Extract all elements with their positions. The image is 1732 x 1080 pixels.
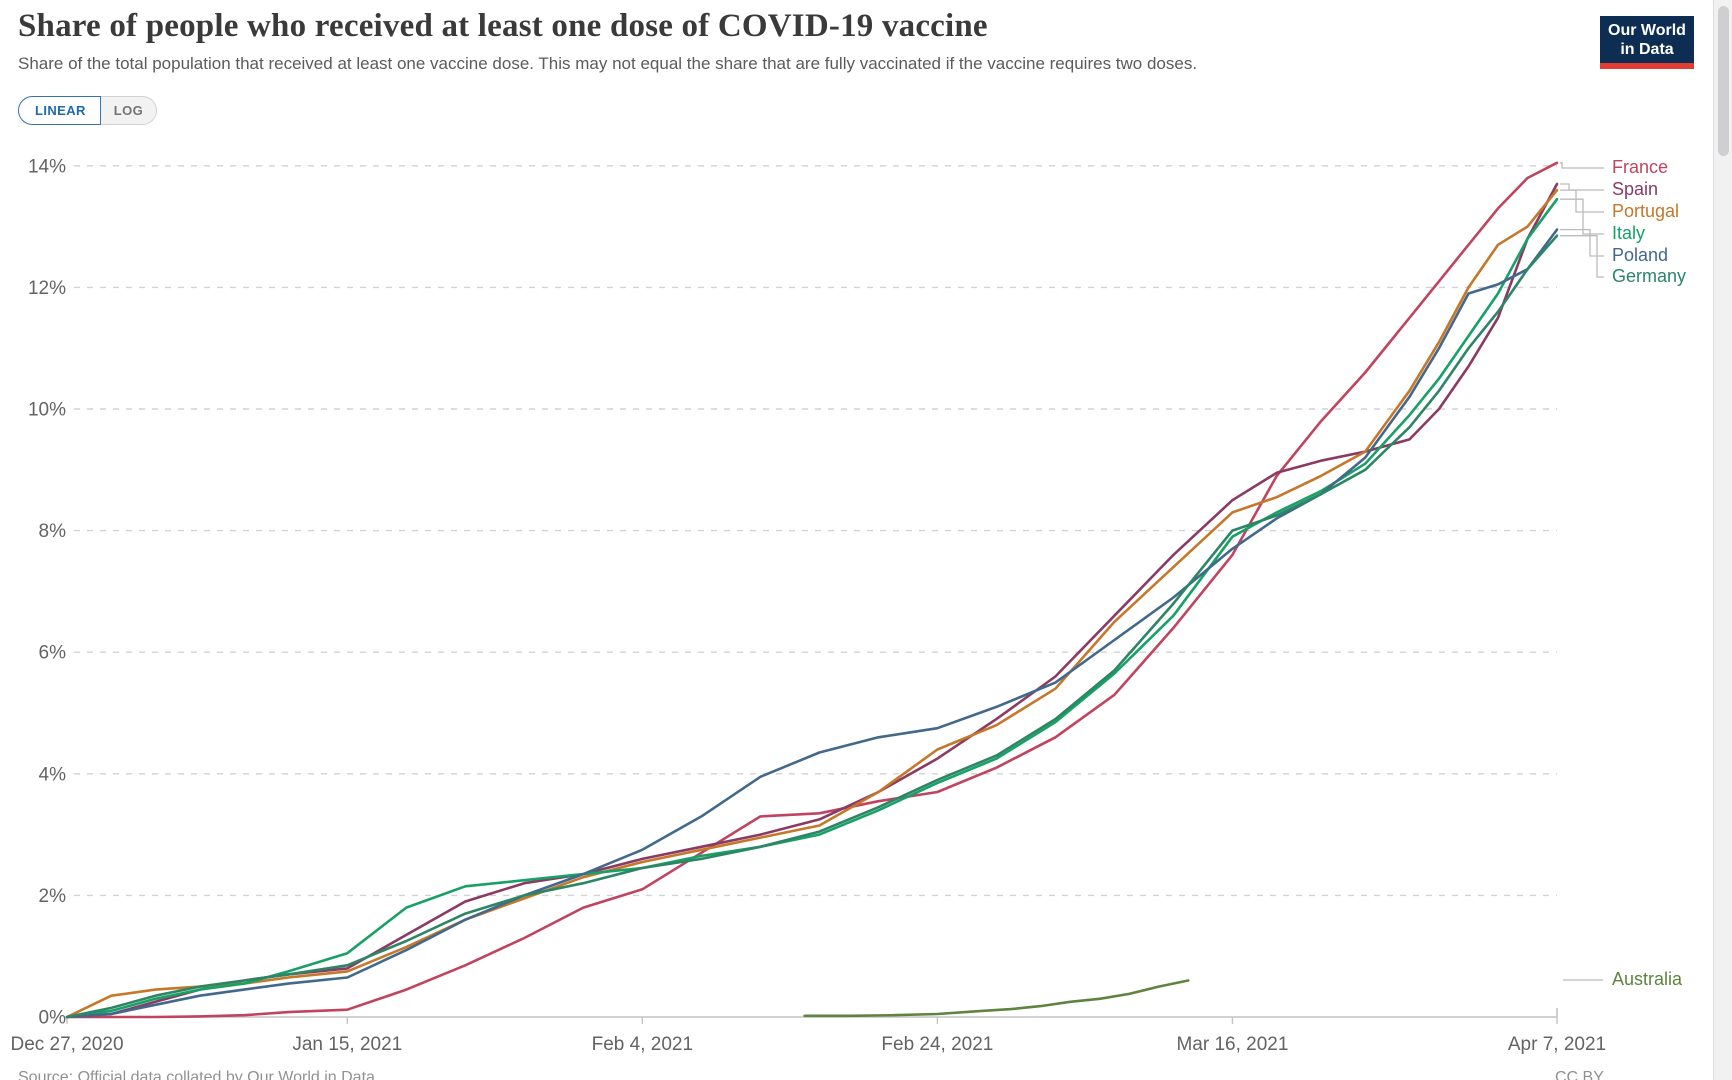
x-axis-label: Dec 27, 2020 bbox=[10, 1034, 123, 1055]
source-note: Source: Official data collated by Our Wo… bbox=[18, 1069, 375, 1080]
scrollbar-thumb[interactable] bbox=[1718, 6, 1729, 156]
license-note: CC BY bbox=[1555, 1069, 1604, 1080]
legend-label-germany[interactable]: Germany bbox=[1612, 266, 1687, 286]
logo-line1: Our World bbox=[1608, 22, 1686, 39]
legend-label-portugal[interactable]: Portugal bbox=[1612, 201, 1680, 221]
y-axis-label: 12% bbox=[28, 278, 66, 299]
x-axis-label: Mar 16, 2021 bbox=[1176, 1034, 1288, 1055]
linear-scale-button[interactable]: LINEAR bbox=[18, 96, 101, 125]
x-axis-label: Apr 7, 2021 bbox=[1508, 1034, 1606, 1055]
legend-connector-france bbox=[1560, 162, 1604, 169]
series-line-italy[interactable] bbox=[65, 197, 1559, 1019]
page-title: Share of people who received at least on… bbox=[18, 8, 988, 44]
y-axis-label: 0% bbox=[39, 1008, 67, 1029]
series-line-france[interactable] bbox=[65, 161, 1559, 1019]
log-scale-button[interactable]: LOG bbox=[100, 96, 158, 125]
legend-connector-italy bbox=[1560, 198, 1604, 235]
series-line-germany[interactable] bbox=[65, 234, 1559, 1019]
y-axis-label: 4% bbox=[39, 764, 67, 785]
legend-label-italy[interactable]: Italy bbox=[1612, 223, 1646, 243]
x-axis-label: Feb 4, 2021 bbox=[592, 1034, 693, 1055]
legend-label-poland[interactable]: Poland bbox=[1612, 245, 1669, 265]
series-line-australia[interactable] bbox=[803, 979, 1190, 1018]
our-world-in-data-logo: Our World in Data bbox=[1600, 16, 1694, 69]
logo-line2: in Data bbox=[1620, 41, 1674, 58]
x-axis-label: Jan 15, 2021 bbox=[292, 1034, 402, 1055]
y-axis-label: 2% bbox=[39, 886, 67, 907]
legend-label-spain[interactable]: Spain bbox=[1612, 179, 1659, 199]
y-axis-label: 14% bbox=[28, 156, 66, 177]
series-line-spain[interactable] bbox=[65, 182, 1559, 1019]
legend-connector-portugal bbox=[1560, 189, 1604, 213]
series-line-portugal[interactable] bbox=[65, 188, 1559, 1019]
y-axis-label: 8% bbox=[39, 521, 67, 542]
legend-connector-spain bbox=[1560, 183, 1604, 191]
legend-connector-germany bbox=[1560, 235, 1604, 278]
y-axis-label: 10% bbox=[28, 400, 66, 421]
y-axis-label: 6% bbox=[39, 643, 67, 664]
legend-label-australia[interactable]: Australia bbox=[1612, 969, 1683, 989]
legend-label-france[interactable]: France bbox=[1612, 157, 1669, 177]
series-line-poland[interactable] bbox=[65, 228, 1559, 1019]
scrollbar-track[interactable] bbox=[1713, 0, 1732, 1080]
scale-toggle: LINEAR LOG bbox=[18, 96, 158, 125]
chart-subtitle: Share of the total population that recei… bbox=[18, 54, 1198, 73]
x-axis-label: Feb 24, 2021 bbox=[881, 1034, 993, 1055]
